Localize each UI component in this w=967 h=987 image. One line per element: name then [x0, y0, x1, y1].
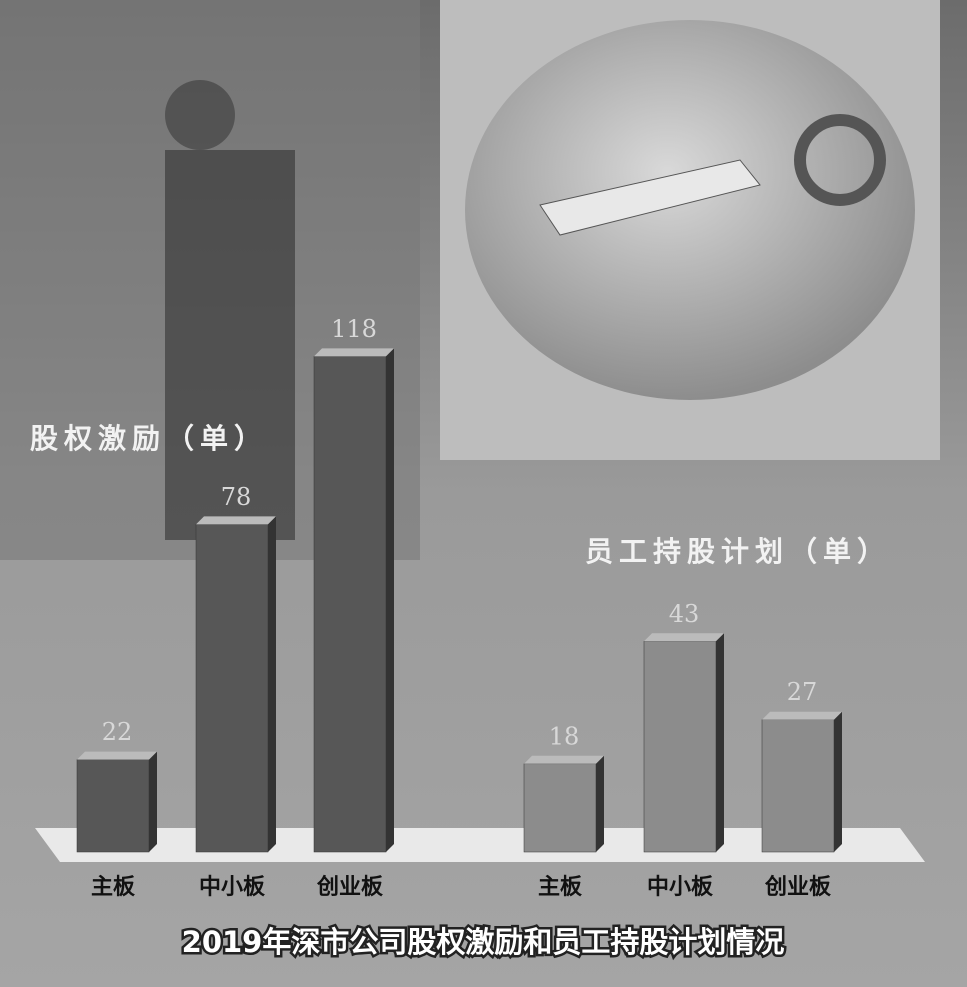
- bar-front: [195, 524, 269, 853]
- key: [539, 159, 761, 236]
- value-label: 27: [787, 678, 818, 706]
- bar: [313, 348, 394, 853]
- bar-top: [762, 711, 842, 720]
- bar-side: [386, 348, 394, 852]
- bar-side: [268, 516, 276, 852]
- value-label: 18: [549, 722, 580, 750]
- bar-side: [834, 711, 842, 852]
- bar: [76, 751, 157, 853]
- category-label: 主板: [91, 875, 136, 900]
- category-label: 创业板: [316, 875, 384, 900]
- person-head: [165, 80, 235, 150]
- bar-side: [149, 751, 157, 852]
- person: [165, 150, 295, 540]
- bar-front: [643, 641, 717, 853]
- value-label: 118: [331, 315, 377, 343]
- bar-front: [761, 719, 835, 853]
- bar: [643, 633, 724, 853]
- bar-top: [644, 633, 724, 642]
- bar-side: [596, 755, 604, 852]
- bar: [195, 516, 276, 853]
- chart-title: 员工持股计划（单）: [585, 535, 891, 568]
- value-label: 43: [669, 600, 700, 628]
- bar: [761, 711, 842, 853]
- bar-front: [313, 356, 387, 853]
- bar-top: [196, 516, 276, 525]
- bar-front: [523, 763, 597, 853]
- category-label: 中小板: [647, 875, 714, 900]
- value-label: 78: [221, 483, 252, 511]
- value-label: 22: [102, 718, 133, 746]
- category-label: 中小板: [199, 875, 266, 900]
- category-label: 主板: [538, 875, 583, 900]
- bar-top: [314, 348, 394, 357]
- bar: [523, 755, 604, 853]
- main-title: 2019年深市公司股权激励和员工持股计划情况: [182, 925, 785, 959]
- bar-side: [716, 633, 724, 852]
- bar-top: [524, 755, 604, 764]
- category-label: 创业板: [764, 875, 832, 900]
- bar-front: [76, 759, 150, 853]
- key-bow: [794, 114, 886, 206]
- chart-title: 股权激励（单）: [30, 422, 268, 455]
- bar-top: [77, 751, 157, 760]
- plate: [465, 20, 915, 400]
